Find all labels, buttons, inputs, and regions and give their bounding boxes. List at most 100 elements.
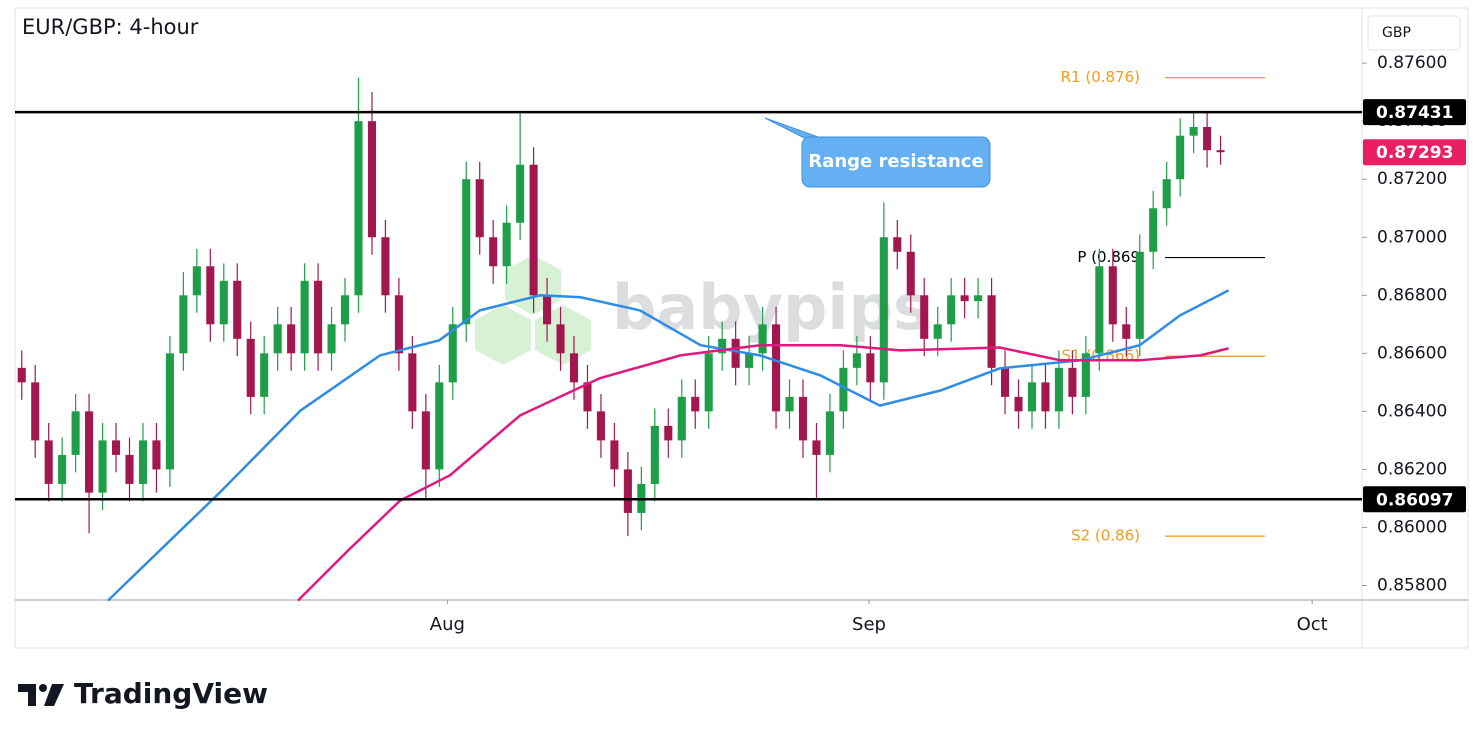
candle-body	[17, 367, 26, 383]
candle-body	[111, 440, 121, 455]
candle-body	[825, 411, 834, 455]
candle-body	[960, 295, 969, 302]
candle-body	[623, 469, 632, 513]
callout-text: Range resistance	[808, 151, 983, 172]
x-tick-label: Aug	[430, 614, 465, 635]
candle-body	[543, 295, 552, 325]
candle-body	[947, 295, 956, 325]
candle-body	[583, 382, 592, 412]
x-tick-label: Sep	[852, 614, 886, 635]
candle-body	[85, 411, 94, 493]
candle-body	[879, 237, 888, 383]
y-tick-label: 0.87200	[1377, 169, 1447, 189]
candle-body	[381, 237, 390, 296]
candle-body	[1122, 324, 1131, 339]
candle-body	[1001, 367, 1010, 397]
candle-body	[1135, 251, 1144, 339]
logo-mark	[39, 684, 47, 692]
y-tick-label: 0.86200	[1377, 459, 1447, 479]
candle-body	[1095, 266, 1104, 354]
watermark-cube	[475, 305, 531, 365]
candle-body	[1014, 396, 1023, 412]
pivot-label: P (0.869	[1077, 248, 1140, 266]
candle-body	[1054, 367, 1063, 412]
candle-body	[462, 179, 471, 325]
candle-body	[1203, 126, 1212, 151]
candle-body	[1108, 266, 1117, 325]
price-label: 0.87431	[1376, 103, 1453, 123]
candle-body	[704, 353, 713, 412]
candle-body	[327, 324, 336, 354]
tv-logo: TradingView	[18, 677, 268, 710]
candle-body	[192, 266, 201, 296]
candle-body	[138, 440, 148, 484]
candle-body	[556, 324, 565, 354]
candle-body	[179, 295, 188, 354]
candle-body	[489, 237, 498, 267]
callout-box	[801, 136, 991, 188]
watermark-text: babypips	[612, 271, 930, 344]
x-tick-label: Oct	[1297, 614, 1328, 635]
candle-body	[974, 295, 983, 302]
candle-body	[206, 266, 215, 325]
candle-body	[31, 382, 40, 441]
candle-body	[71, 411, 80, 455]
candle-body	[408, 353, 417, 412]
candle-body	[233, 280, 242, 339]
candle-body	[933, 324, 942, 339]
candle-body	[502, 222, 511, 267]
candle-body	[987, 295, 996, 368]
candle-body	[529, 164, 538, 296]
candle-body	[920, 295, 929, 339]
y-tick-label: 0.87600	[1377, 53, 1447, 73]
candle-body	[475, 179, 484, 238]
candle-body	[1081, 353, 1090, 397]
candle-body	[152, 440, 161, 470]
candle-body	[677, 396, 686, 441]
logo-mark	[44, 684, 64, 706]
pivot-label: S2 (0.86)	[1071, 527, 1140, 545]
candle-body	[610, 440, 619, 470]
candle-body	[906, 251, 915, 296]
candle-body	[1149, 208, 1158, 252]
candle-body	[758, 324, 767, 354]
candle-body	[718, 338, 727, 354]
candle-body	[448, 324, 457, 383]
candle-body	[785, 396, 794, 412]
candle-body	[664, 425, 673, 441]
candle-body	[839, 367, 848, 412]
candle-body	[273, 324, 282, 354]
candle-body	[421, 411, 430, 470]
candle-body	[44, 440, 53, 484]
footer-brand: TradingView	[74, 677, 268, 710]
candle-body	[852, 353, 861, 368]
candle-body	[354, 121, 363, 296]
candle-body	[300, 280, 309, 354]
price-label-box	[1363, 486, 1466, 513]
y-tick-label: 0.86600	[1377, 343, 1447, 363]
chart-frame	[14, 7, 1469, 649]
candle-body	[772, 324, 781, 412]
candle-body	[435, 382, 444, 470]
candle-body	[1027, 382, 1037, 412]
y-tick-label: 0.86000	[1377, 517, 1447, 537]
candle-body	[340, 295, 350, 325]
candle-body	[165, 353, 174, 470]
candle-body	[98, 440, 107, 493]
y-tick-label: 0.87000	[1377, 227, 1447, 247]
candle-body	[516, 164, 525, 223]
candle-body	[1068, 367, 1077, 397]
candle-body	[893, 237, 902, 252]
candle-body	[745, 353, 754, 368]
y-tick-label: 0.86800	[1377, 285, 1447, 305]
candle-body	[1041, 382, 1050, 412]
candle-body	[58, 454, 67, 484]
candle-body	[691, 396, 700, 412]
candle-body	[1216, 150, 1225, 153]
chart-title: EUR/GBP: 4-hour	[22, 15, 199, 39]
candle-body	[394, 295, 403, 354]
currency-box	[1367, 15, 1461, 51]
candle-body	[314, 280, 323, 354]
logo-mark	[18, 684, 36, 706]
